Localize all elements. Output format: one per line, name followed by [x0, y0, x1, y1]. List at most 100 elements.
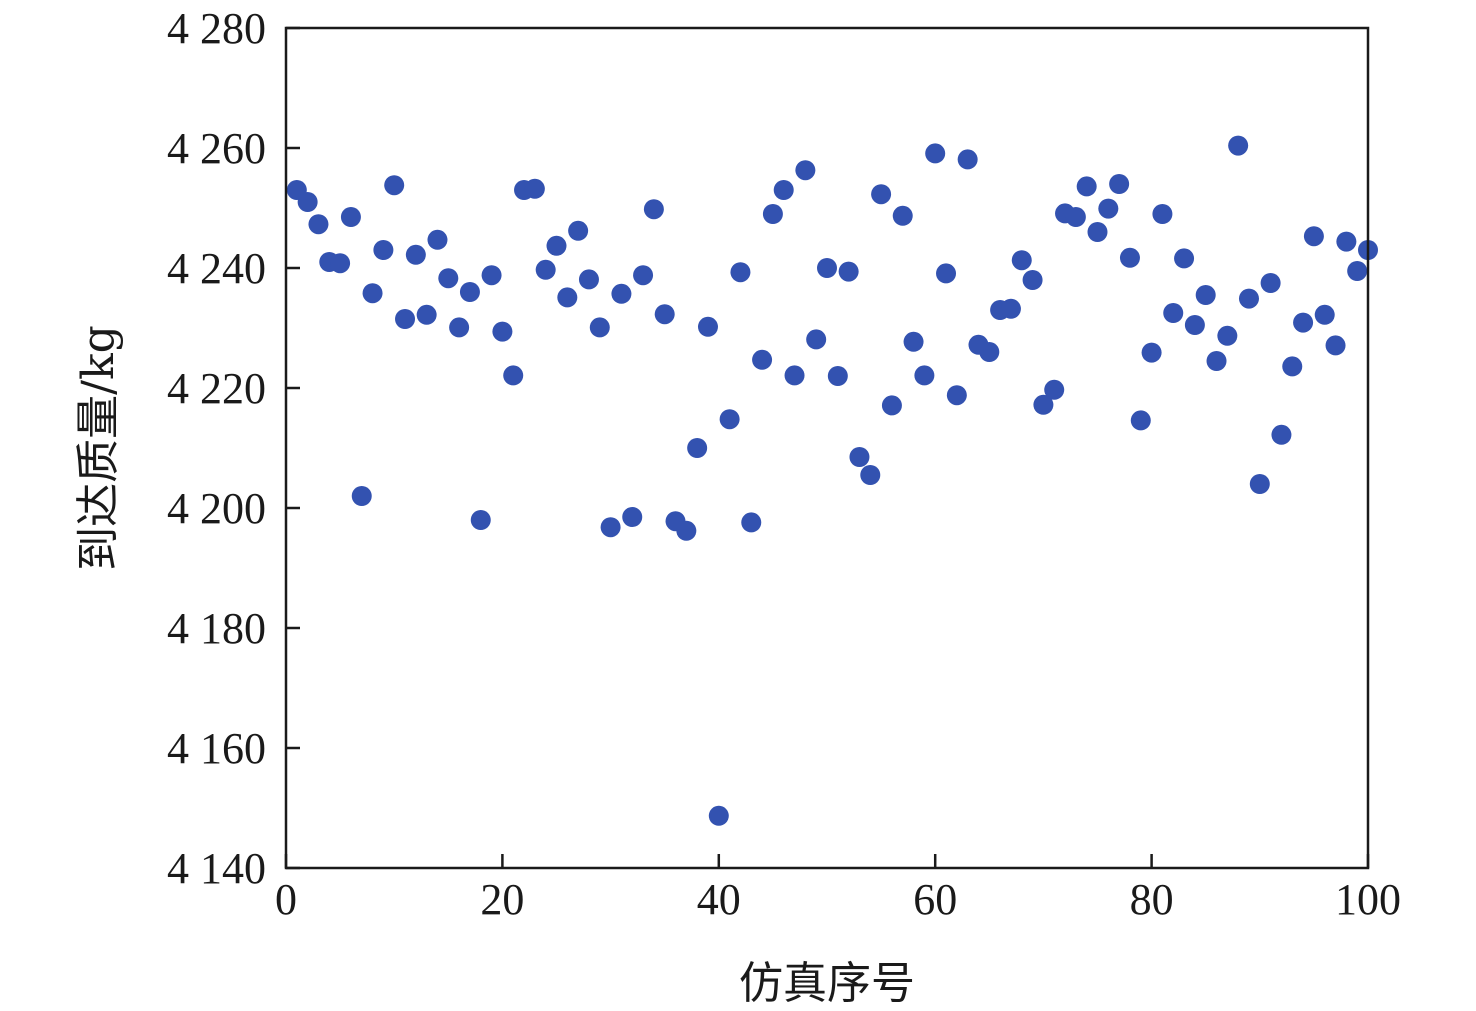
data-point [438, 268, 459, 289]
data-point [427, 229, 448, 250]
data-point [492, 321, 513, 342]
data-point [535, 259, 556, 280]
data-point [838, 261, 859, 282]
y-tick-label: 4 280 [167, 4, 266, 53]
data-point [416, 304, 437, 325]
data-point [1141, 342, 1162, 363]
data-point [1314, 304, 1335, 325]
data-point [1174, 248, 1195, 269]
data-point [892, 205, 913, 226]
data-point [687, 438, 708, 458]
data-point [557, 287, 578, 308]
x-tick-label: 100 [1335, 875, 1401, 924]
data-point [1152, 204, 1173, 224]
data-point [1076, 176, 1097, 197]
data-point [1119, 247, 1140, 268]
data-point [708, 805, 729, 826]
data-point [773, 180, 794, 200]
data-point [1087, 222, 1108, 242]
data-point [1325, 335, 1346, 356]
data-point [546, 235, 567, 256]
data-point [351, 486, 372, 506]
data-point [903, 331, 924, 352]
data-point [449, 317, 470, 338]
data-point [1011, 250, 1032, 271]
data-point [395, 309, 416, 329]
data-point [1098, 198, 1119, 219]
y-tick-label: 4 140 [167, 844, 266, 893]
data-point [697, 316, 718, 337]
tick-labels: 0 20 40 60 80 100 4 140 4 160 4 180 4 200 4 220 4 2… [167, 4, 1401, 924]
data-point [308, 214, 329, 235]
data-point [633, 265, 654, 286]
plot-frame [284, 26, 1370, 870]
data-point [1228, 135, 1249, 156]
data-point [524, 178, 545, 199]
data-point [849, 447, 870, 467]
data-point [881, 395, 902, 416]
data-point [914, 365, 935, 386]
data-point [1044, 379, 1065, 400]
data-point [654, 304, 675, 325]
data-point [1163, 303, 1184, 323]
data-point [503, 365, 524, 386]
data-point [806, 329, 827, 350]
data-point [936, 263, 957, 284]
y-tick-label: 4 260 [167, 124, 266, 173]
data-point [795, 160, 816, 181]
x-tick-label: 40 [697, 875, 741, 924]
data-point [1249, 474, 1270, 494]
data-point [946, 385, 967, 406]
data-point [1000, 298, 1021, 319]
data-point [643, 199, 664, 220]
data-point [459, 282, 480, 302]
data-point [611, 283, 632, 304]
data-point [470, 510, 491, 530]
data-point [373, 240, 394, 260]
data-point [784, 365, 805, 386]
data-point [384, 175, 405, 196]
data-point [719, 409, 740, 430]
y-axis-title: 到达质量/kg [73, 325, 124, 571]
data-point [752, 349, 773, 370]
data-point [871, 184, 892, 205]
data-point [1336, 231, 1357, 252]
data-point [762, 204, 783, 224]
data-point [730, 262, 751, 283]
data-point [827, 366, 848, 386]
y-tick-label: 4 240 [167, 244, 266, 293]
y-tick-label: 4 160 [167, 724, 266, 773]
data-points [286, 135, 1378, 826]
data-point [1347, 261, 1368, 281]
data-point [1303, 226, 1324, 247]
x-axis-title: 仿真序号 [739, 958, 915, 1009]
data-point [297, 192, 318, 212]
data-point [979, 342, 1000, 362]
data-point [622, 507, 643, 527]
data-point [1195, 285, 1216, 305]
data-point [860, 465, 881, 485]
data-point [1022, 270, 1043, 290]
data-point [1217, 325, 1238, 346]
data-point [741, 512, 762, 533]
y-tick-label: 4 180 [167, 604, 266, 653]
y-tick-label: 4 220 [167, 364, 266, 413]
y-tick-label: 4 200 [167, 484, 266, 533]
data-point [1260, 273, 1281, 293]
data-point [1065, 207, 1086, 227]
data-point [578, 269, 599, 290]
x-tick-label: 80 [1130, 875, 1174, 924]
data-point [1271, 424, 1292, 445]
data-point [589, 317, 610, 338]
x-tick-label: 0 [275, 875, 297, 924]
data-point [676, 520, 697, 541]
data-point [330, 253, 351, 274]
data-point [340, 207, 361, 227]
x-tick-label: 20 [480, 875, 524, 924]
data-point [568, 220, 589, 241]
data-point [1206, 351, 1227, 371]
data-point [405, 244, 426, 265]
data-point [957, 149, 978, 170]
data-point [1184, 315, 1205, 335]
